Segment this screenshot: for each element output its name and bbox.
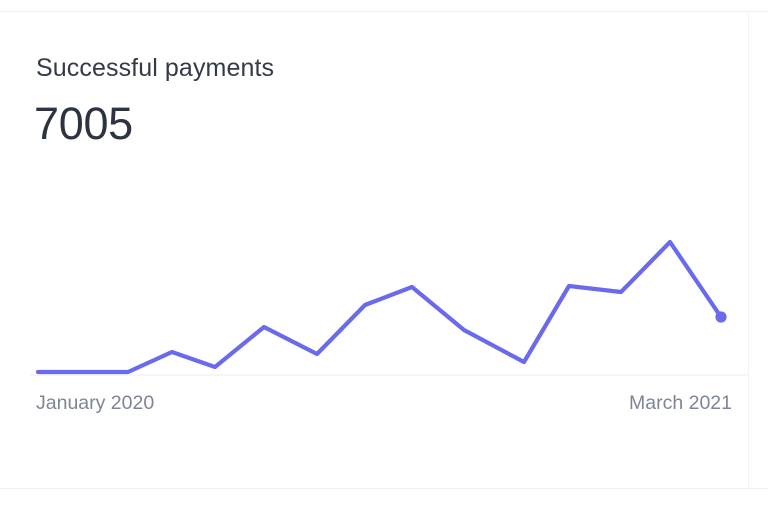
x-axis-labels: January 2020 March 2021 [0, 390, 768, 424]
x-axis-start-label: January 2020 [36, 392, 155, 414]
card-right-divider [748, 12, 749, 488]
x-axis-end-label: March 2021 [629, 392, 732, 414]
chart-svg [30, 239, 748, 376]
card-top-divider [0, 11, 768, 12]
chart-line-series [35, 239, 724, 375]
page-title: Successful payments [36, 54, 275, 82]
line-chart [0, 170, 768, 390]
metric-value: 7005 [34, 98, 133, 149]
chart-end-point-marker[interactable] [715, 311, 727, 323]
card-bottom-divider [0, 488, 768, 489]
